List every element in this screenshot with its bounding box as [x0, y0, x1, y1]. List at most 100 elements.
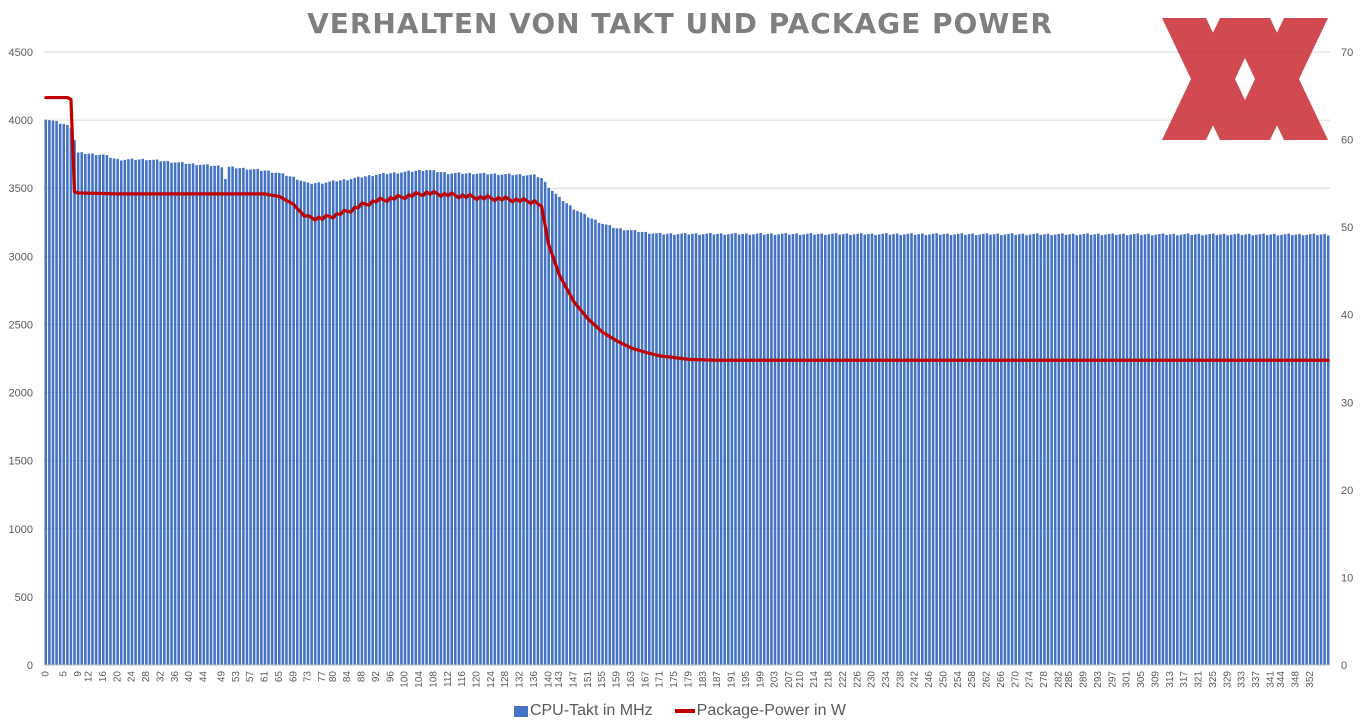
- bar: [1165, 234, 1168, 666]
- left-tick-label: 1000: [9, 524, 33, 536]
- bar: [931, 233, 935, 666]
- bar: [51, 120, 55, 665]
- bar: [673, 234, 676, 665]
- bar: [216, 165, 220, 665]
- bar: [576, 210, 579, 665]
- bar: [938, 234, 942, 665]
- bar: [371, 176, 374, 665]
- bar: [910, 233, 913, 665]
- x-tick-label: 100: [400, 671, 411, 688]
- bar: [1158, 234, 1161, 665]
- bar: [845, 233, 849, 666]
- bar: [1237, 233, 1240, 665]
- bar: [766, 233, 770, 665]
- bar: [238, 168, 242, 665]
- x-tick-label: 222: [838, 671, 849, 688]
- right-tick-label: 0: [1341, 660, 1347, 672]
- left-tick-label: 4500: [9, 47, 33, 59]
- x-tick-label: 104: [414, 671, 425, 688]
- bar: [378, 173, 382, 665]
- bar: [493, 173, 497, 665]
- bar: [1190, 234, 1193, 666]
- bar: [985, 233, 989, 665]
- bar: [913, 234, 917, 665]
- bar: [601, 223, 604, 665]
- bar: [1201, 235, 1204, 665]
- x-tick-label: 238: [895, 671, 906, 688]
- bar: [188, 163, 191, 666]
- bar: [744, 233, 748, 666]
- right-tick-label: 10: [1341, 572, 1353, 584]
- bar: [547, 187, 550, 665]
- bar: [604, 224, 608, 665]
- x-tick-label: 293: [1093, 671, 1104, 688]
- bar: [277, 172, 281, 665]
- bar: [856, 233, 859, 666]
- bar: [770, 233, 773, 666]
- bar: [1244, 234, 1247, 665]
- bar: [1172, 233, 1176, 665]
- bar: [644, 231, 647, 665]
- bar: [198, 164, 202, 665]
- bar: [734, 233, 737, 666]
- bar: [1003, 234, 1007, 665]
- x-tick-label: 207: [784, 671, 795, 688]
- x-tick-label: 36: [170, 671, 181, 683]
- bar: [1136, 233, 1140, 665]
- bar: [281, 173, 285, 665]
- bar: [299, 180, 303, 665]
- bar: [1014, 234, 1017, 665]
- bar: [242, 167, 245, 666]
- bar: [403, 171, 407, 665]
- bar: [464, 173, 468, 665]
- bar: [1283, 234, 1287, 665]
- bar: [73, 140, 76, 665]
- x-tick-label: 92: [371, 671, 382, 683]
- x-tick-label: 289: [1079, 671, 1090, 688]
- x-tick-label: 16: [98, 671, 109, 683]
- bar: [1276, 235, 1280, 666]
- x-tick-label: 80: [328, 671, 339, 683]
- bar: [288, 176, 292, 665]
- bar: [1316, 235, 1319, 666]
- bar: [809, 233, 813, 666]
- bar: [762, 234, 766, 665]
- bar: [98, 154, 101, 665]
- x-tick-label: 44: [198, 671, 209, 683]
- bar: [533, 174, 536, 665]
- bar: [597, 222, 601, 665]
- bar: [55, 121, 58, 666]
- bar: [716, 233, 719, 665]
- bar: [101, 154, 105, 665]
- bar: [486, 174, 489, 666]
- bar: [723, 234, 727, 665]
- bar: [1043, 234, 1046, 666]
- bar: [655, 233, 658, 665]
- x-tick-label: 0: [40, 671, 51, 677]
- bar: [1273, 233, 1276, 665]
- bar: [91, 153, 94, 665]
- bar: [414, 170, 418, 665]
- bar: [1035, 233, 1039, 665]
- bar: [324, 182, 328, 665]
- bar: [1021, 233, 1025, 665]
- bar: [321, 183, 324, 665]
- x-tick-label: 143: [554, 671, 565, 688]
- bar: [163, 161, 166, 665]
- bar: [849, 234, 852, 665]
- bar: [737, 234, 741, 665]
- bar: [956, 233, 960, 666]
- legend: CPU-Takt in MHz Package-Power in W: [0, 700, 1360, 722]
- bar: [1168, 234, 1172, 665]
- bar: [1312, 233, 1316, 665]
- right-tick-label: 70: [1341, 47, 1353, 59]
- bar: [69, 127, 73, 665]
- bar: [572, 209, 576, 665]
- bar: [317, 182, 321, 665]
- bar: [719, 233, 723, 666]
- bar: [1061, 233, 1064, 665]
- bar: [206, 164, 209, 665]
- bar: [1251, 235, 1255, 666]
- bar: [1050, 235, 1053, 665]
- bar: [903, 234, 906, 665]
